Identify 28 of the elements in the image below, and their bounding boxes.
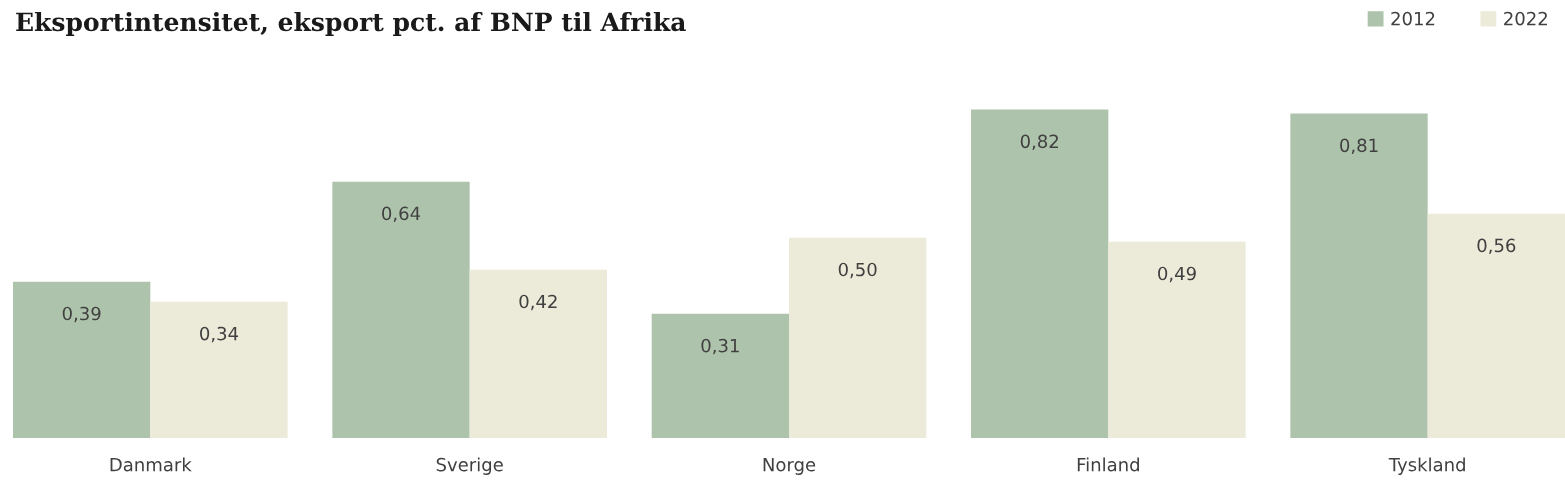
bar [332, 181, 470, 438]
bar [971, 109, 1109, 438]
bar [13, 281, 151, 438]
x-tick-label: Finland [1077, 457, 1139, 472]
bar [150, 301, 288, 438]
data-label: 0,50 [838, 262, 877, 279]
x-tick-label: Sverige [436, 457, 503, 475]
data-label: 0,56 [1477, 238, 1516, 255]
data-label: 0,82 [1020, 134, 1058, 150]
bar [789, 237, 927, 438]
x-tick-label: Norge [763, 458, 816, 475]
x-tick-label: Tyskland [1388, 457, 1465, 475]
bar [1427, 213, 1565, 438]
x-tick-label: Danmark [110, 457, 192, 472]
data-label: 0,31 [701, 338, 739, 355]
data-label: 0,42 [519, 294, 557, 311]
data-label: 0,49 [1158, 266, 1196, 283]
bar [1108, 241, 1246, 438]
data-label: 0,34 [200, 326, 239, 343]
bar [1290, 113, 1428, 438]
legend-label: 2012 [1391, 11, 1435, 26]
legend-label: 2022 [1504, 11, 1547, 26]
data-label: 0,64 [382, 206, 421, 223]
bar [469, 269, 607, 438]
chart-title: Eksportintensitet, eksport pct. af BNP til Afrika [16, 11, 686, 37]
data-label: 0,81 [1340, 138, 1378, 154]
bar [651, 313, 789, 438]
data-label: 0,39 [62, 306, 101, 323]
